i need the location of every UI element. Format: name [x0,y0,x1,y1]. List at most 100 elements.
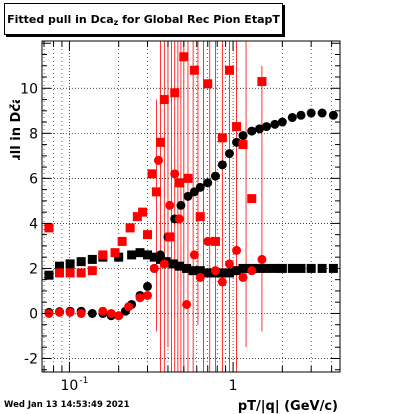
data-point-circle [87,308,97,318]
data-point-square [147,169,157,179]
y-axis-label-sub: z [7,104,16,109]
data-point-square [165,232,175,242]
data-point-circle [232,245,242,255]
plot-frame [41,40,341,373]
data-point-square [132,212,142,222]
data-point-square [183,173,193,183]
data-point-circle [317,108,327,118]
data-point-square [135,248,145,258]
data-point-circle [306,108,316,118]
data-point-square [247,194,257,204]
data-point-circle [182,299,192,309]
data-point-circle [155,250,165,260]
x-tick-label: 1 [229,378,238,394]
points-layer [44,52,338,321]
chart-title-post: for Global Rec Pion EtapT [118,12,280,26]
data-point-square [195,266,205,276]
data-point-square [138,207,148,217]
data-point-circle [65,307,75,317]
data-point-square [203,79,213,89]
data-point-circle [254,124,264,134]
data-point-circle [257,254,267,264]
data-point-circle [98,306,108,316]
data-point-square [127,250,137,260]
data-point-circle [106,308,116,318]
data-point-circle [247,126,257,136]
data-point-circle [210,266,220,276]
data-point-square [203,268,213,278]
data-point-square [254,263,264,273]
data-point-circle [217,160,227,170]
data-point-square [257,77,267,87]
data-point-circle [224,149,234,159]
data-point-circle [224,259,234,269]
data-point-circle [261,122,271,132]
data-point-square [217,268,227,278]
data-point-circle [183,191,193,201]
chart-title-pre: Fitted pull in Dca [7,12,114,26]
data-point-circle [76,308,86,318]
y-tick-label: 0 [29,306,38,322]
x-tick-label-exponent: -1 [79,376,88,386]
data-point-square [125,223,135,233]
svg-text:pull in Dca: pull in Dca [9,100,24,160]
data-point-square [238,263,248,273]
data-point-square [168,259,178,269]
data-point-square [174,178,184,188]
y-axis-label-group: pull in Dca z [7,100,24,160]
data-point-circle [238,272,248,282]
data-point-square [217,133,227,143]
data-point-circle [189,250,199,260]
data-point-circle [277,117,287,127]
data-point-circle [124,302,134,312]
y-tick-label: 6 [29,171,38,187]
data-point-circle [203,178,213,188]
data-point-circle [287,113,297,123]
data-point-square [238,140,248,150]
data-point-square [155,254,165,264]
data-point-circle [55,307,65,317]
y-tick-label: 2 [29,261,38,277]
y-tick-label: 8 [29,126,38,142]
data-point-square [65,268,75,278]
data-point-square [55,268,65,278]
data-point-square [188,266,198,276]
data-point-square [317,263,327,273]
data-point-circle [159,259,169,269]
chart-title-box: Fitted pull in Dca z for Global Rec Pion … [4,3,283,35]
data-point-square [55,261,65,271]
data-point-circle [165,200,175,210]
data-point-square [270,263,280,273]
data-point-square [98,250,108,260]
data-point-circle [247,266,257,276]
data-point-circle [143,281,153,291]
data-point-square [155,137,165,147]
data-point-circle [176,200,186,210]
data-point-square [143,250,153,260]
data-point-circle [174,214,184,224]
data-point-circle [153,155,163,165]
data-point-square [189,65,199,75]
data-point-circle [296,110,306,120]
data-point-circle [143,290,153,300]
data-point-square [87,266,97,276]
data-point-circle [328,110,338,120]
timestamp: Wed Jan 13 14:53:49 2021 [4,400,130,410]
data-point-square [182,263,192,273]
data-point-square [143,230,153,240]
data-point-circle [195,182,205,192]
data-point-square [117,236,127,246]
svg-text:z: z [7,104,16,109]
data-point-square [149,252,159,262]
data-point-circle [203,236,213,246]
data-point-square [224,65,234,75]
data-point-square [44,223,54,233]
data-point-square [76,257,86,267]
data-point-square [44,270,54,280]
data-point-square [110,248,120,258]
data-point-square [179,52,189,62]
data-point-square [224,268,234,278]
data-point-circle [114,311,124,321]
data-point-circle [238,131,248,141]
data-point-square [65,259,75,269]
